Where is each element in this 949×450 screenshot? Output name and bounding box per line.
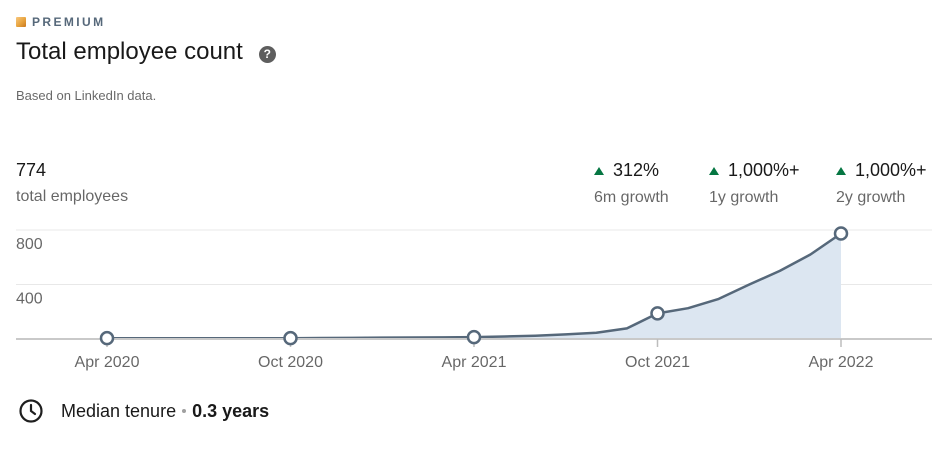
premium-badge: PREMIUM [16, 15, 105, 29]
x-tick-label: Apr 2022 [809, 354, 874, 371]
up-arrow-icon [836, 166, 846, 175]
up-arrow-icon [709, 166, 719, 175]
title-row: Total employee count ? [16, 38, 276, 66]
employee-count-chart: 800 400 Apr 2020 Oct 2020 Apr 2021 Oct 2021 Ap… [16, 226, 932, 371]
data-source-note: Based on LinkedIn data. [16, 88, 157, 103]
question-mark-circle-icon[interactable]: ? [258, 45, 276, 63]
x-tick-label: Oct 2020 [258, 354, 323, 371]
x-tick-label: Apr 2020 [75, 354, 140, 371]
data-point [99, 330, 115, 346]
area-fill [107, 233, 841, 339]
growth-2y: 1,000%+ 2y growth [836, 160, 927, 207]
median-tenure: Median tenure 0.3 years [18, 398, 269, 424]
total-employee-count: 774 [16, 160, 47, 180]
growth-label: 2y growth [836, 189, 906, 206]
growth-6m: 312% 6m growth [594, 160, 669, 207]
premium-icon [16, 17, 26, 27]
tenure-label: Median tenure [61, 400, 177, 421]
data-point [283, 330, 298, 346]
data-point [466, 329, 482, 345]
x-tick-label: Oct 2021 [625, 354, 690, 371]
growth-value: 1,000%+ [728, 160, 800, 180]
growth-value: 312% [613, 160, 660, 180]
clock-icon [19, 399, 43, 423]
y-tick-label: 800 [16, 236, 43, 253]
growth-label: 1y growth [709, 189, 779, 206]
growth-1y: 1,000%+ 1y growth [709, 160, 800, 207]
separator-dot [182, 409, 187, 413]
y-tick-label: 400 [16, 291, 43, 308]
growth-label: 6m growth [594, 189, 669, 206]
data-point [833, 226, 849, 241]
total-employee-label: total employees [16, 188, 129, 205]
x-tick-label: Apr 2021 [442, 354, 507, 371]
premium-label: PREMIUM [32, 15, 106, 29]
tenure-value: 0.3 years [192, 400, 270, 421]
up-arrow-icon [594, 166, 604, 175]
page-title: Total employee count [16, 38, 243, 65]
data-point [650, 306, 665, 321]
growth-value: 1,000%+ [855, 160, 927, 180]
